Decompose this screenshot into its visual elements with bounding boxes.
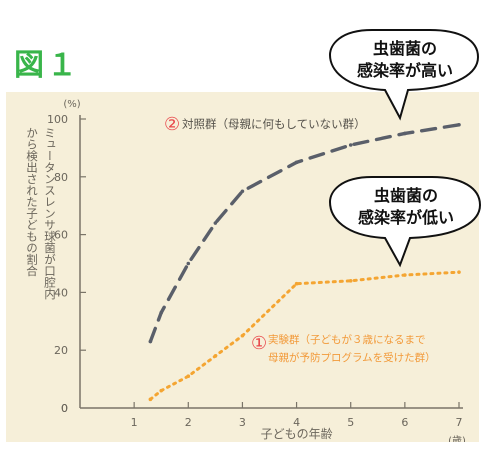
series-1-point <box>294 160 299 165</box>
y-tick-label: 100 <box>47 113 68 126</box>
series-2-point <box>457 270 461 274</box>
y-axis-label-column: から検出された子どもの割合 <box>25 127 39 277</box>
x-tick-label: 7 <box>456 416 463 429</box>
series-1-point <box>148 339 153 344</box>
y-axis-label-column: ミュータンスレンサ球菌が口腔内 <box>43 127 57 300</box>
callout-high-line2: 感染率が高い <box>356 61 453 80</box>
callout-low-text: 虫歯菌の 感染率が低い <box>340 185 472 229</box>
series-1-point <box>348 143 353 147</box>
experiment-group-marker: ① <box>251 333 267 354</box>
x-tick-label: 5 <box>347 416 354 429</box>
series-1-point <box>403 131 407 136</box>
experiment-group-label-line2: 母親が予防プログラムを受けた群） <box>268 351 436 364</box>
y-tick-label: 80 <box>54 171 68 184</box>
series-1-point <box>186 261 191 266</box>
experiment-group-label-line1: 実験群（子どもが３歳になるまで <box>268 333 426 346</box>
y-tick-label: 60 <box>54 229 68 242</box>
control-group-label: 対照群（母親に何もしていない群） <box>182 117 366 131</box>
x-axis-label: 子どもの年齢 <box>261 426 333 441</box>
labels-layer: ② 対照群（母親に何もしていない群） ① 実験群（子どもが３歳になるまで母親が予防プロ… <box>164 114 436 364</box>
x-tick-label: 2 <box>185 416 192 429</box>
series-2-point <box>240 333 245 338</box>
x-tick-label: 0 <box>61 402 68 415</box>
figure-title: 図１ <box>14 48 80 83</box>
series-2-point <box>348 279 353 283</box>
x-tick-label: 3 <box>239 416 246 429</box>
y-tick-label: 20 <box>54 344 68 357</box>
series-2-point <box>186 374 191 379</box>
chart-panel: 0 20 40 60 80 100 0 1 2 3 4 5 6 7 (%) (歳) 子どもの年齢 ミュータンスレン… <box>6 92 479 442</box>
series-2-point <box>294 281 299 286</box>
series-1-point <box>457 122 461 127</box>
series-line-1 <box>148 123 461 344</box>
series-layer <box>148 122 461 402</box>
x-tick-label: 6 <box>401 416 408 429</box>
callout-low-line1: 虫歯菌の <box>373 186 438 205</box>
y-tick-label: 0 <box>61 402 68 415</box>
series-2-point <box>159 388 164 393</box>
callout-high-line1: 虫歯菌の <box>372 39 437 58</box>
x-tick-label: 4 <box>293 416 300 429</box>
callout-high-text: 虫歯菌の 感染率が高い <box>340 38 470 82</box>
x-tick-label: 1 <box>131 416 138 429</box>
series-2-point <box>213 354 218 358</box>
series-1-point <box>213 221 218 225</box>
series-1-point <box>240 189 245 194</box>
x-unit-label: (歳) <box>448 435 466 442</box>
series-2-point <box>148 397 153 402</box>
control-group-marker: ② <box>164 114 180 135</box>
series-2-point <box>403 273 407 277</box>
series-1-point <box>159 310 164 315</box>
callout-low-line2: 感染率が低い <box>357 208 454 227</box>
y-tick-label: 40 <box>54 286 68 299</box>
y-unit-label: (%) <box>63 99 80 110</box>
